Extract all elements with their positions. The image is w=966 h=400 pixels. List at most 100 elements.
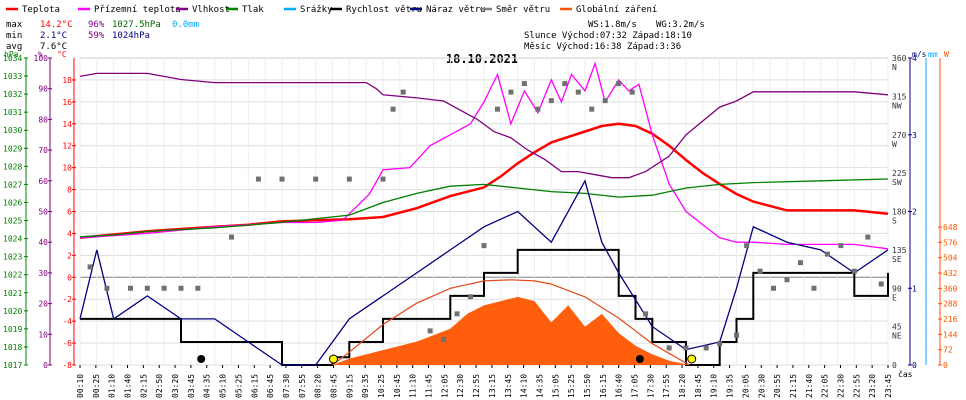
w-tick-label: 576 [943,238,958,247]
x-tick-label: 04:35 [203,374,212,398]
wind-dir-point [87,264,93,270]
wind-dir-point [797,260,803,266]
hpa-tick-label: 1033 [3,72,22,81]
x-tick-label: 15:50 [583,374,592,398]
chart-legend: Teplota Přízemní teplota Vlhkost Tlak Srážky… [6,5,657,15]
hpa-tick-label: 1030 [3,126,22,135]
x-tick-label: 08:45 [329,374,338,398]
wind-dir-point [380,176,386,182]
dir-tick-compass: E [892,293,897,302]
wind-dir-point [589,106,595,112]
x-tick-label: 09:35 [361,374,370,398]
series-line-glob-ln-z-en-theoretical- [332,279,690,366]
hpa-tick-label: 1025 [3,217,22,226]
series-line-rychlost-v-tru [80,248,889,366]
wind-dir-point [744,243,750,249]
wind-dir-point [784,277,790,283]
c-tick-label: 8 [67,186,72,195]
moonrise-marker [635,355,644,363]
ms-tick-label: 3 [912,131,917,140]
hpa-tick-label: 1017 [3,361,22,370]
x-tick-label: 07:30 [282,374,291,398]
dir-tick-compass: W [892,140,897,149]
legend-label: Přízemní teplota [94,5,181,15]
series-line-n-raz-v-tru [79,179,889,366]
x-tick-label: 15:25 [567,374,576,398]
x-tick-label: 11:45 [425,374,434,398]
x-tick-label: 14:10 [520,374,529,398]
pct-tick-label: 60 [38,177,48,186]
legend-label: Srážky [300,5,333,15]
wind-dir-point [535,106,541,112]
wind-dir-point [195,285,201,291]
wind-dir-point [548,98,554,104]
chart-title: 18.10.2021 [446,52,518,66]
wind-dir-point [481,243,487,249]
info-ws: WS:1.8m/s [588,20,637,30]
x-tick-label: 01:40 [124,374,133,398]
x-tick-label: 03:45 [187,374,196,398]
hpa-tick-label: 1026 [3,198,22,207]
x-tick-label: 21:40 [805,374,814,398]
info-wg: WG:3.2m/s [656,20,705,30]
x-tick-label: 10:45 [393,374,402,398]
wind-dir-point [178,285,184,291]
wind-dir-point [255,176,261,182]
moonset-marker [197,355,206,363]
c-tick-label: 12 [62,142,72,151]
dir-tick-compass: NW [892,101,902,110]
pct-tick-label: 50 [38,208,48,217]
x-tick-label: 12:05 [440,374,449,398]
pct-tick-label: 40 [38,238,48,247]
wind-dir-point [838,243,844,249]
stat-min-label: min [6,31,22,41]
w-tick-label: 648 [943,223,958,232]
c-tick-label: 14 [62,120,72,129]
sun-moon-info: WS:1.8m/s WG:3.2m/s Slunce Východ:07:32 … [524,20,705,52]
x-tick-label: 01:10 [108,374,117,398]
dir-tick-label: 225 [892,169,907,178]
pct-tick-label: 70 [38,146,48,155]
series-line-p-zemn-teplota [79,61,889,250]
wind-dir-point [128,285,133,291]
legend-label: Náraz větru [426,5,486,15]
wind-dir-point [851,268,857,274]
stat-min-hum: 59% [88,31,105,41]
wind-dir-point [454,311,460,317]
ms-tick-label: 4 [912,54,917,63]
x-tick-label: 07:55 [298,374,307,398]
c-tick-label: 4 [67,229,72,238]
wind-dir-point [313,176,319,182]
x-tick-label: 00:10 [76,374,85,398]
dir-tick-label: 315 [892,92,907,101]
w-tick-label: 432 [943,269,958,278]
legend-label: Teplota [22,5,60,15]
c-tick-label: -4 [62,317,72,326]
x-tick-label: 14:35 [535,374,544,398]
wind-dir-point [666,345,672,351]
plot-area [79,61,889,366]
ms-tick-label: 2 [912,208,917,217]
w-tick-label: 216 [943,315,958,324]
x-tick-label: 19:35 [726,374,735,398]
legend-label: Vlhkost [192,5,230,15]
x-tick-label: 15:05 [551,374,560,398]
wind-dir-point [346,176,352,182]
dir-tick-compass: S [892,217,897,226]
hpa-tick-label: 1031 [3,108,22,117]
x-tick-label: 05:25 [234,374,243,398]
legend-label: Tlak [242,5,264,15]
stat-min-temp: 2.1°C [40,31,67,41]
wind-dir-point [229,234,234,240]
x-tick-label: 13:15 [488,374,497,398]
x-tick-label: 18:45 [694,374,703,398]
pct-tick-label: 10 [38,330,48,339]
wind-dir-point [629,89,635,95]
c-tick-label: 10 [62,164,72,173]
hpa-tick-label: 1021 [3,289,22,298]
stat-avg-temp: 7.6°C [40,42,67,52]
stats-block: max 14.2°C 96% 1027.5hPa 0.0mm min 2.1°C… [6,20,199,52]
x-tick-label: 05:10 [219,374,228,398]
info-moon: Měsíc Východ:16:38 Západ:3:36 [524,42,681,52]
wind-dir-point [757,268,763,274]
